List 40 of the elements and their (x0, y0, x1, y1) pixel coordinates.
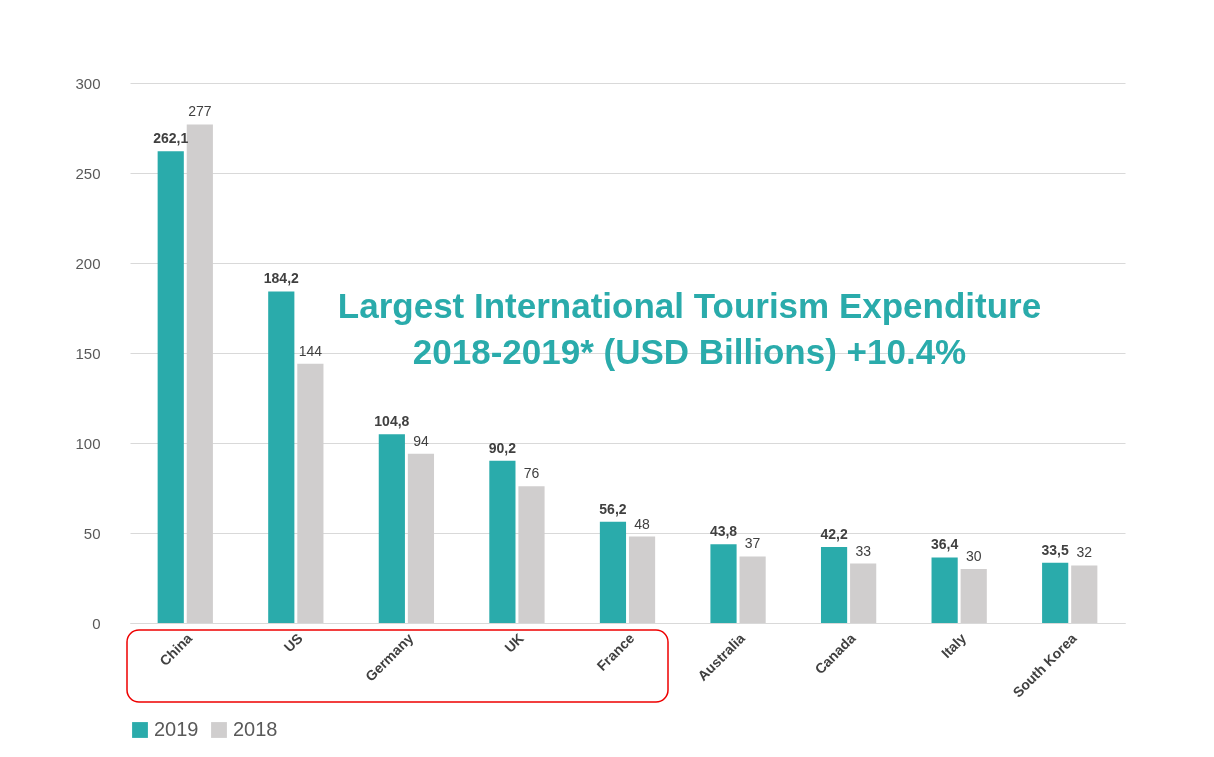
data-label: 42,2 (820, 526, 848, 543)
x-tick-label: US (280, 630, 306, 656)
data-label: 30 (965, 548, 982, 564)
data-label: 56,2 (599, 500, 627, 517)
bar (268, 291, 295, 623)
data-label: 184,2 (263, 270, 300, 287)
data-label: 94 (413, 432, 429, 449)
bar (710, 544, 737, 623)
bar (820, 547, 848, 623)
bar (599, 521, 627, 623)
data-label: 76 (523, 465, 540, 482)
data-label: 37 (744, 535, 761, 552)
data-label: 43,8 (709, 523, 738, 540)
data-label: 104,8 (374, 413, 410, 430)
x-tick-label: UK (501, 630, 527, 656)
data-label: 36,4 (930, 536, 959, 553)
data-label: 48 (634, 515, 651, 532)
y-tick-label: 150 (75, 344, 101, 362)
bar (378, 434, 405, 623)
y-tick-label: 50 (83, 524, 101, 542)
y-tick-label: 100 (75, 434, 101, 452)
bar (157, 151, 184, 623)
bar (931, 557, 958, 623)
y-tick-label: 0 (92, 614, 101, 632)
data-label: 33,5 (1041, 541, 1070, 558)
data-label: 33 (855, 542, 872, 559)
text: Largest International Tourism Expenditure (337, 286, 1042, 325)
y-tick-label: 200 (75, 254, 101, 272)
data-label: 262,1 (153, 130, 189, 147)
data-label: 32 (1076, 544, 1093, 561)
bar (489, 460, 516, 623)
data-label: 90,2 (488, 439, 517, 456)
y-tick-label: 300 (75, 74, 101, 92)
y-tick-label: 250 (75, 164, 101, 182)
text: 2018-2019* (USD Billions) +10.4% (412, 332, 967, 371)
legend-label: 2018 (233, 718, 278, 740)
bar (1042, 562, 1069, 623)
data-label: 277 (188, 103, 212, 120)
data-label: 144 (298, 342, 323, 359)
legend-label: 2019 (154, 718, 199, 740)
